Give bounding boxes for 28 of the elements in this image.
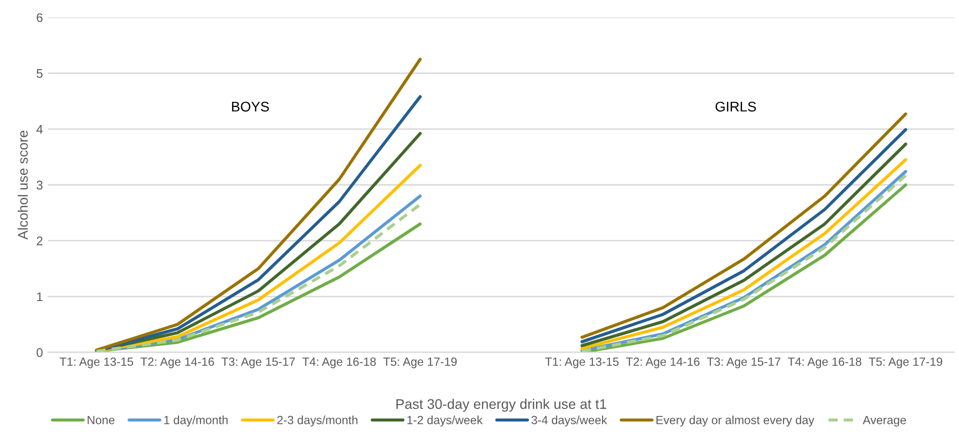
x-tick-label: T3: Age 15-17 — [222, 358, 295, 368]
x-tick-label: T1: Age 13-15 — [545, 358, 619, 368]
annotation: GIRLS — [716, 102, 756, 112]
annotation: BOYS — [232, 102, 269, 112]
x-tick-label: T3: Age 15-17 — [707, 358, 780, 368]
y-tick-label: 3 — [36, 180, 43, 190]
y-tick-label: 4 — [36, 124, 43, 134]
y-tick-label: 5 — [36, 69, 43, 78]
x-tick-label: T2: Age 14-16 — [626, 358, 700, 368]
y-axis-title: Alcohol use score — [18, 130, 28, 240]
y-tick-label: 1 — [37, 292, 42, 302]
y-tick-label: 6 — [36, 13, 43, 22]
legend-label: 2-3 days/month — [277, 416, 358, 427]
legend-label: Every day or almost every day — [656, 416, 814, 427]
legend-label: Average — [862, 416, 906, 427]
x-tick-label: T5: Age 17-19 — [383, 358, 457, 368]
legend-label: 1 day/month — [164, 416, 228, 427]
y-tick-label: 2 — [36, 236, 42, 246]
legend-label: 1-2 days/week — [407, 416, 483, 427]
x-tick-label: T2: Age 14-16 — [140, 358, 214, 368]
x-tick-label: T4: Age 16-18 — [302, 358, 376, 368]
x-tick-label: T4: Age 16-18 — [788, 358, 862, 368]
x-axis-title: Past 30-day energy drink use at t1 — [396, 398, 606, 412]
x-tick-label: T1: Age 13-15 — [60, 358, 134, 368]
legend-label: None — [88, 416, 114, 424]
x-tick-label: T5: Age 17-19 — [868, 358, 942, 368]
legend-label: 3-4 days/week — [531, 416, 608, 427]
y-tick-label: 0 — [36, 348, 43, 357]
